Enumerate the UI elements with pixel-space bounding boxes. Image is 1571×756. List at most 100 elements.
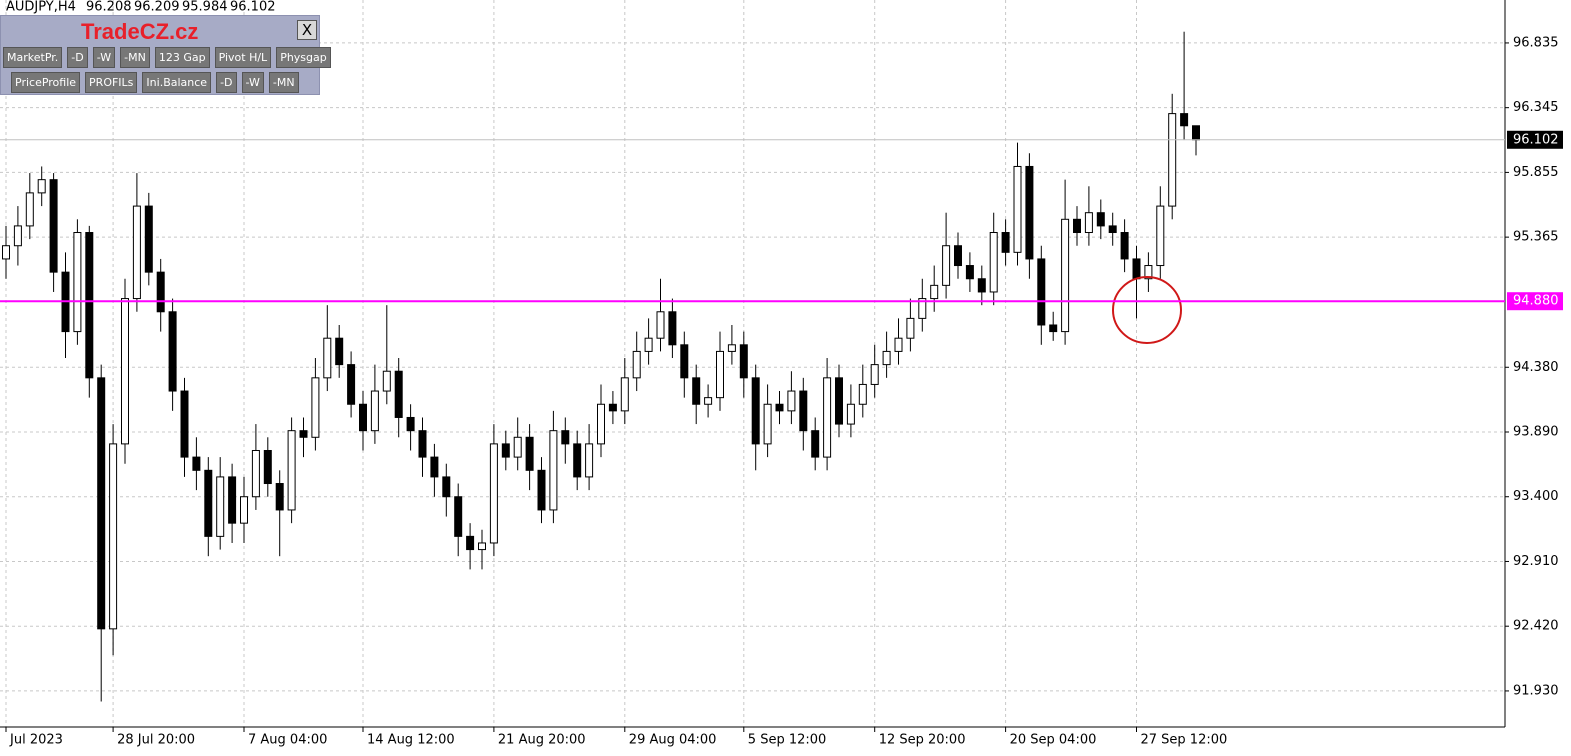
header: AUDJPY,H4 96.208 96.209 95.984 96.102 xyxy=(6,0,276,15)
x-tick-label: 14 Aug 12:00 xyxy=(367,733,455,748)
candle xyxy=(25,173,34,240)
y-tick-label: 96.835 xyxy=(1513,35,1559,50)
candle-body xyxy=(513,436,522,458)
candle xyxy=(73,219,82,345)
candle-body xyxy=(370,390,379,432)
candle xyxy=(751,364,760,471)
candle xyxy=(858,364,867,418)
candle-body xyxy=(109,443,118,630)
candle-body xyxy=(597,403,605,445)
panel-button[interactable]: PriceProfile xyxy=(11,72,81,93)
candle-body xyxy=(894,337,903,352)
y-tick-label: 92.910 xyxy=(1513,554,1559,569)
candle-body xyxy=(1084,212,1093,234)
candle xyxy=(1144,252,1153,292)
candle xyxy=(1168,93,1177,220)
candle xyxy=(1037,245,1046,345)
candle-body xyxy=(537,469,546,511)
candle-body xyxy=(775,403,784,412)
candle xyxy=(109,424,118,656)
candle-body xyxy=(763,403,772,445)
panel-button[interactable]: -D xyxy=(67,47,88,68)
candle-body xyxy=(835,377,843,425)
y-tick-label: 94.380 xyxy=(1513,360,1559,375)
candle-body xyxy=(454,496,463,537)
candle xyxy=(692,364,701,425)
panel-button[interactable]: -W xyxy=(241,72,264,93)
candle-body xyxy=(49,179,58,273)
candle-body xyxy=(811,430,820,458)
panel-button[interactable]: MarketPr. xyxy=(3,47,63,68)
candle-body xyxy=(1037,258,1046,326)
candle-body xyxy=(608,403,617,412)
candle-body xyxy=(501,443,510,458)
candle-body xyxy=(930,284,939,300)
candle xyxy=(573,430,582,491)
candle xyxy=(775,391,784,425)
y-tick-label: 91.930 xyxy=(1513,683,1559,698)
candle xyxy=(537,457,546,524)
candle-body xyxy=(97,377,106,630)
candle-body xyxy=(1013,165,1022,253)
candle xyxy=(870,344,879,398)
candle xyxy=(454,483,463,557)
candle-body xyxy=(144,205,153,273)
candle xyxy=(478,529,486,570)
candle-body xyxy=(751,377,760,445)
candle xyxy=(549,410,558,524)
panel-button[interactable]: -MN xyxy=(120,47,150,68)
candle xyxy=(644,318,653,365)
candle-body xyxy=(240,496,248,524)
x-tick-label: 21 Aug 20:00 xyxy=(498,733,586,748)
candle-body xyxy=(716,350,724,399)
candle-body xyxy=(739,344,748,379)
candle xyxy=(1013,142,1022,266)
candle-body xyxy=(263,449,272,485)
level-label-box xyxy=(1507,292,1563,311)
candle-body xyxy=(704,397,713,405)
candle-body xyxy=(573,443,582,478)
panel-button[interactable]: PROFILs xyxy=(85,72,138,93)
candle-body xyxy=(25,192,34,227)
y-tick-label: 95.365 xyxy=(1513,230,1559,245)
candle-body xyxy=(359,403,367,432)
candle xyxy=(894,318,903,365)
panel-button[interactable]: Physgap xyxy=(276,47,331,68)
candle xyxy=(168,298,177,411)
candle-body xyxy=(121,298,129,445)
candle xyxy=(359,391,367,451)
candle-body xyxy=(335,337,344,366)
candle xyxy=(977,265,986,306)
candle xyxy=(1084,186,1093,246)
panel-button[interactable]: -D xyxy=(216,72,237,93)
candle-body xyxy=(549,430,558,511)
candle-body xyxy=(858,383,867,405)
panel-button[interactable]: 123 Gap xyxy=(154,47,210,68)
candle xyxy=(2,225,10,279)
candle-body xyxy=(965,265,974,280)
candle xyxy=(965,252,974,292)
panel-close[interactable]: X xyxy=(297,20,317,40)
candle xyxy=(37,166,46,207)
candle xyxy=(882,331,891,378)
candle-body xyxy=(1180,113,1189,127)
candle-body xyxy=(692,377,701,405)
panel-button[interactable]: -MN xyxy=(268,72,299,93)
panel-button[interactable]: -W xyxy=(92,47,116,68)
candle-body xyxy=(1192,125,1200,141)
candle xyxy=(835,364,843,438)
panel-button[interactable]: Pivot H/L xyxy=(214,47,272,68)
candle-body xyxy=(1168,113,1177,207)
candle-body xyxy=(204,469,213,537)
candle-body xyxy=(216,476,225,537)
candle-body xyxy=(180,390,189,458)
candle xyxy=(49,173,58,292)
panel-button[interactable]: Ini.Balance xyxy=(142,72,212,93)
price-label-box xyxy=(1507,130,1563,149)
candle xyxy=(763,384,772,458)
candle-body xyxy=(489,443,498,544)
candle-body xyxy=(287,430,296,511)
candle xyxy=(466,523,475,570)
candle xyxy=(632,331,641,392)
candle xyxy=(370,364,379,444)
